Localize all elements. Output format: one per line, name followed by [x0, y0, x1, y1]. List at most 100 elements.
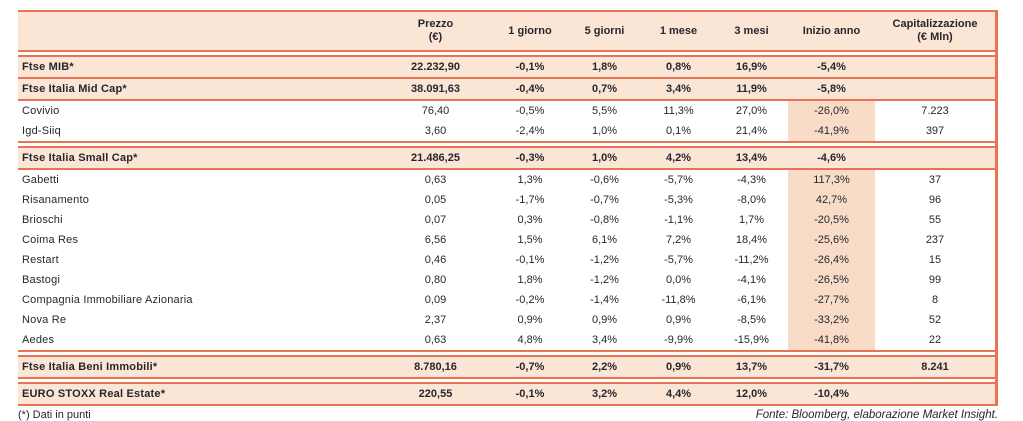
- table-header-row: Prezzo (€) 1 giorno 5 giorni 1 mese 3 mes…: [18, 12, 995, 50]
- index-row: Ftse MIB* 22.232,90 -0,1% 1,8% 0,8% 16,9% -5,4…: [18, 57, 995, 77]
- g1-cell: -0,1%: [515, 254, 545, 266]
- row-separator: [18, 382, 995, 384]
- table-footer: (*) Dati in punti Fonte: Bloomberg, elab…: [18, 409, 998, 421]
- m1-cell: 0,8%: [665, 61, 692, 73]
- cap-cell: 22: [928, 334, 942, 346]
- stock-row: Nova Re 2,37 0,9% 0,9% 0,9% -8,5% -33,2% 52: [18, 310, 995, 330]
- prezzo-cell: 38.091,63: [411, 83, 460, 95]
- stock-row: Aedes 0,63 4,8% 3,4% -9,9% -15,9% -41,8% 22: [18, 330, 995, 350]
- g1-cell: 1,5%: [517, 234, 543, 246]
- ytd-cell: -10,4%: [814, 388, 849, 400]
- separator-gap: [18, 143, 995, 146]
- m3-cell: 18,4%: [735, 234, 768, 246]
- stock-row: Restart 0,46 -0,1% -1,2% -5,7% -11,2% -26,4% 15: [18, 250, 995, 270]
- prezzo-cell: 0,63: [424, 174, 447, 186]
- prezzo-cell: 6,56: [424, 234, 447, 246]
- stock-row: Risanamento 0,05 -1,7% -0,7% -5,3% -8,0% 42,7%…: [18, 190, 995, 210]
- ytd-cell: -25,6%: [788, 230, 875, 250]
- row-separator: [18, 350, 995, 352]
- m3-cell: 11,9%: [736, 83, 767, 95]
- cap-cell: 397: [925, 125, 945, 137]
- row-name-cell: Ftse Italia Small Cap*: [22, 152, 138, 164]
- header-prezzo: Prezzo (€): [417, 18, 454, 43]
- index-row: Ftse Italia Mid Cap* 38.091,63 -0,4% 0,7% 3,…: [18, 79, 995, 99]
- ytd-cell: -41,9%: [788, 121, 875, 141]
- m1-cell: 3,4%: [665, 83, 692, 95]
- cap-cell: 37: [928, 174, 942, 186]
- row-name-cell: Ftse Italia Beni Immobili*: [22, 361, 158, 373]
- ytd-cell: -5,8%: [817, 83, 846, 95]
- m1-cell: 11,3%: [663, 105, 694, 117]
- row-name-cell: Compagnia Immobiliare Azionaria: [22, 294, 193, 306]
- row-separator: [18, 146, 995, 148]
- stock-row: Covivio 76,40 -0,5% 5,5% 11,3% 27,0% -26,0% 7.2…: [18, 101, 995, 121]
- m3-cell: 27,0%: [735, 105, 768, 117]
- g5-cell: -0,6%: [590, 174, 619, 186]
- g5-cell: 5,5%: [591, 105, 618, 117]
- cap-cell: 7.223: [921, 105, 949, 117]
- m3-cell: -4,3%: [737, 174, 766, 186]
- row-separator: [18, 55, 995, 57]
- prezzo-cell: 0,09: [424, 294, 447, 306]
- g5-cell: 6,1%: [591, 234, 618, 246]
- row-separator: [18, 77, 995, 79]
- row-name-cell: Risanamento: [22, 194, 90, 206]
- g5-cell: -0,8%: [590, 214, 619, 226]
- header-name: [18, 12, 378, 50]
- stock-row: Brioschi 0,07 0,3% -0,8% -1,1% 1,7% -20,5% 55: [18, 210, 995, 230]
- performance-table: Prezzo (€) 1 giorno 5 giorni 1 mese 3 mes…: [18, 10, 998, 406]
- g1-cell: -0,5%: [515, 105, 545, 117]
- footnote-dati-in-punti: (*) Dati in punti: [18, 409, 91, 421]
- g5-cell: 1,0%: [591, 125, 618, 137]
- m3-cell: -8,5%: [737, 314, 766, 326]
- separator-gap: [18, 52, 995, 55]
- g5-cell: -1,2%: [590, 254, 619, 266]
- row-name-cell: Gabetti: [22, 174, 59, 186]
- row-name-cell: Coima Res: [22, 234, 79, 246]
- m3-cell: -11,2%: [734, 254, 769, 266]
- g5-cell: 3,4%: [591, 334, 618, 346]
- cap-cell: 8.241: [921, 361, 949, 373]
- cap-cell: [875, 57, 995, 77]
- source-credit: Fonte: Bloomberg, elaborazione Market In…: [755, 409, 998, 421]
- header-inizio-anno: Inizio anno: [802, 24, 861, 37]
- row-separator: [18, 355, 995, 357]
- m1-cell: -11,8%: [661, 294, 696, 306]
- g5-cell: -1,2%: [590, 274, 619, 286]
- stock-row: Igd-Siiq 3,60 -2,4% 1,0% 0,1% 21,4% -41,9% 397: [18, 121, 995, 141]
- g1-cell: 1,8%: [517, 274, 543, 286]
- stock-row: Compagnia Immobiliare Azionaria 0,09 -0,2%…: [18, 290, 995, 310]
- index-row: EURO STOXX Real Estate* 220,55 -0,1% 3,2% 4,…: [18, 384, 995, 404]
- ytd-cell: -26,5%: [788, 270, 875, 290]
- prezzo-cell: 0,46: [424, 254, 447, 266]
- row-name-cell: Brioschi: [22, 214, 63, 226]
- m3-cell: 12,0%: [735, 388, 768, 400]
- prezzo-cell: 3,60: [424, 125, 447, 137]
- row-separator: [18, 50, 995, 52]
- m3-cell: 1,7%: [738, 214, 765, 226]
- g5-cell: 0,7%: [591, 83, 618, 95]
- g5-cell: 1,0%: [591, 152, 618, 164]
- m1-cell: -1,1%: [664, 214, 693, 226]
- g5-cell: -1,4%: [590, 294, 619, 306]
- m1-cell: -9,9%: [664, 334, 693, 346]
- ytd-cell: -41,8%: [788, 330, 875, 350]
- m1-cell: -5,7%: [664, 254, 693, 266]
- ytd-cell: 117,3%: [788, 170, 875, 190]
- ytd-cell: -33,2%: [788, 310, 875, 330]
- index-row: Ftse Italia Small Cap* 21.486,25 -0,3% 1,0%…: [18, 148, 995, 168]
- m3-cell: -15,9%: [734, 334, 769, 346]
- row-name-cell: EURO STOXX Real Estate*: [22, 388, 166, 400]
- g1-cell: -2,4%: [515, 125, 545, 137]
- ytd-cell: -31,7%: [814, 361, 849, 373]
- row-separator: [18, 377, 995, 379]
- g1-cell: -0,4%: [515, 83, 545, 95]
- table-top-border: [18, 10, 995, 12]
- header-1-giorno: 1 giorno: [508, 24, 552, 37]
- m1-cell: -5,3%: [664, 194, 693, 206]
- table-bottom-border: [18, 404, 995, 406]
- cap-cell: 237: [925, 234, 945, 246]
- cap-cell: 8: [931, 294, 939, 306]
- m1-cell: 0,9%: [665, 314, 692, 326]
- table-body: Ftse MIB* 22.232,90 -0,1% 1,8% 0,8% 16,9% -5,4…: [18, 50, 995, 404]
